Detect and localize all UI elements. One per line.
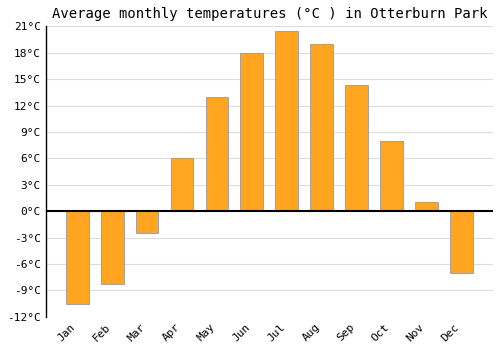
Bar — [101, 211, 124, 284]
Bar — [170, 158, 194, 211]
Bar — [346, 85, 368, 211]
Bar — [310, 44, 333, 211]
Bar — [136, 211, 158, 233]
Bar — [276, 31, 298, 211]
Bar — [66, 211, 88, 303]
Bar — [380, 141, 403, 211]
Bar — [206, 97, 229, 211]
Bar — [450, 211, 472, 273]
Title: Average monthly temperatures (°C ) in Otterburn Park: Average monthly temperatures (°C ) in Ot… — [52, 7, 487, 21]
Bar — [415, 202, 438, 211]
Bar — [240, 53, 263, 211]
